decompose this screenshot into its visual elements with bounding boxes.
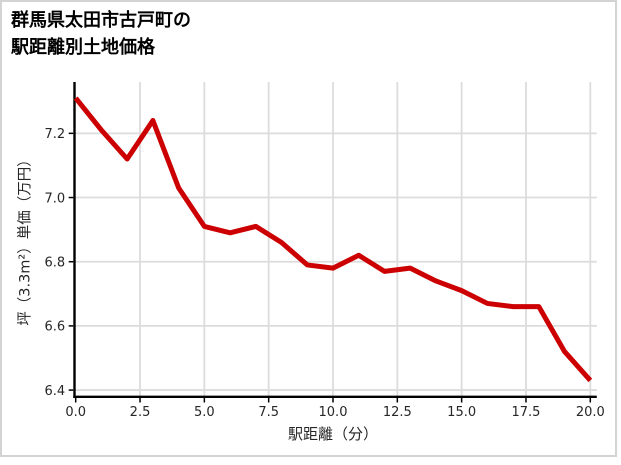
x-axis-label: 駅距離（分） xyxy=(287,425,379,443)
y-tick-label: 6.8 xyxy=(45,256,66,271)
y-tick-label: 7.2 xyxy=(45,127,66,142)
x-tick-label: 12.5 xyxy=(383,405,412,420)
x-tick-label: 2.5 xyxy=(130,405,151,420)
x-tick-label: 10.0 xyxy=(319,405,348,420)
page-frame xyxy=(0,0,617,457)
chart-title-line2: 駅距離別土地価格 xyxy=(11,37,155,58)
y-tick-label: 6.6 xyxy=(45,320,66,335)
chart-title: 群馬県太田市古戸町の 駅距離別土地価格 xyxy=(11,7,191,61)
x-tick-label: 17.5 xyxy=(511,405,540,420)
chart-title-line1: 群馬県太田市古戸町の xyxy=(11,10,191,31)
y-tick-label: 7.0 xyxy=(45,191,66,206)
x-tick-label: 20.0 xyxy=(576,405,605,420)
x-tick-label: 7.5 xyxy=(258,405,279,420)
x-tick-label: 0.0 xyxy=(65,405,86,420)
x-tick-label: 5.0 xyxy=(194,405,215,420)
x-tick-label: 15.0 xyxy=(447,405,476,420)
y-axis-label: 坪（3.3m²）単価（万円） xyxy=(17,152,34,326)
price-line-series xyxy=(73,96,593,383)
y-tick-label: 6.4 xyxy=(45,384,66,399)
